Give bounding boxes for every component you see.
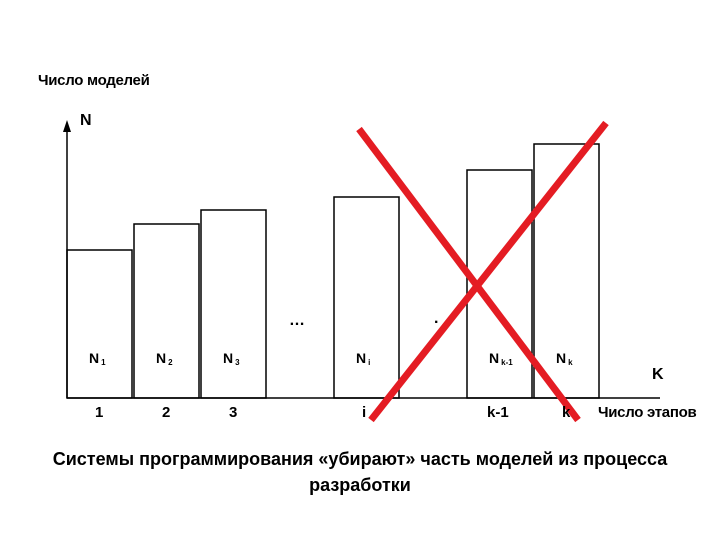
x-tick-3: 3 bbox=[229, 404, 238, 421]
x-tick-5: k-1 bbox=[487, 404, 509, 421]
bar-6 bbox=[533, 143, 600, 399]
bars bbox=[66, 143, 600, 399]
bar-5 bbox=[466, 169, 533, 399]
x-axis-symbol: K bbox=[652, 366, 664, 383]
red-cross bbox=[356, 120, 609, 423]
bar-1 bbox=[66, 249, 133, 399]
x-tick-2: 2 bbox=[162, 404, 171, 421]
bar-2 bbox=[133, 223, 200, 399]
cross-stroke-1 bbox=[356, 126, 581, 423]
caption-line-2: разработки bbox=[309, 475, 411, 495]
ellipsis-right: . bbox=[434, 310, 439, 327]
bar-4 bbox=[333, 196, 400, 399]
caption: Системы программирования «убирают» часть… bbox=[0, 446, 720, 498]
y-axis-label: Число моделей bbox=[38, 72, 150, 89]
caption-line-1: Системы программирования «убирают» часть… bbox=[52, 449, 668, 469]
x-tick-6: k bbox=[562, 404, 571, 421]
ellipsis-left: … bbox=[289, 312, 305, 329]
x-axis-label: Число этапов bbox=[598, 404, 697, 421]
bar-3 bbox=[200, 209, 267, 399]
x-tick-1: 1 bbox=[95, 404, 104, 421]
y-axis-symbol: N bbox=[80, 112, 92, 129]
y-axis-arrow bbox=[63, 120, 71, 132]
cross-stroke-2 bbox=[368, 120, 609, 423]
x-tick-4: i bbox=[362, 404, 367, 421]
